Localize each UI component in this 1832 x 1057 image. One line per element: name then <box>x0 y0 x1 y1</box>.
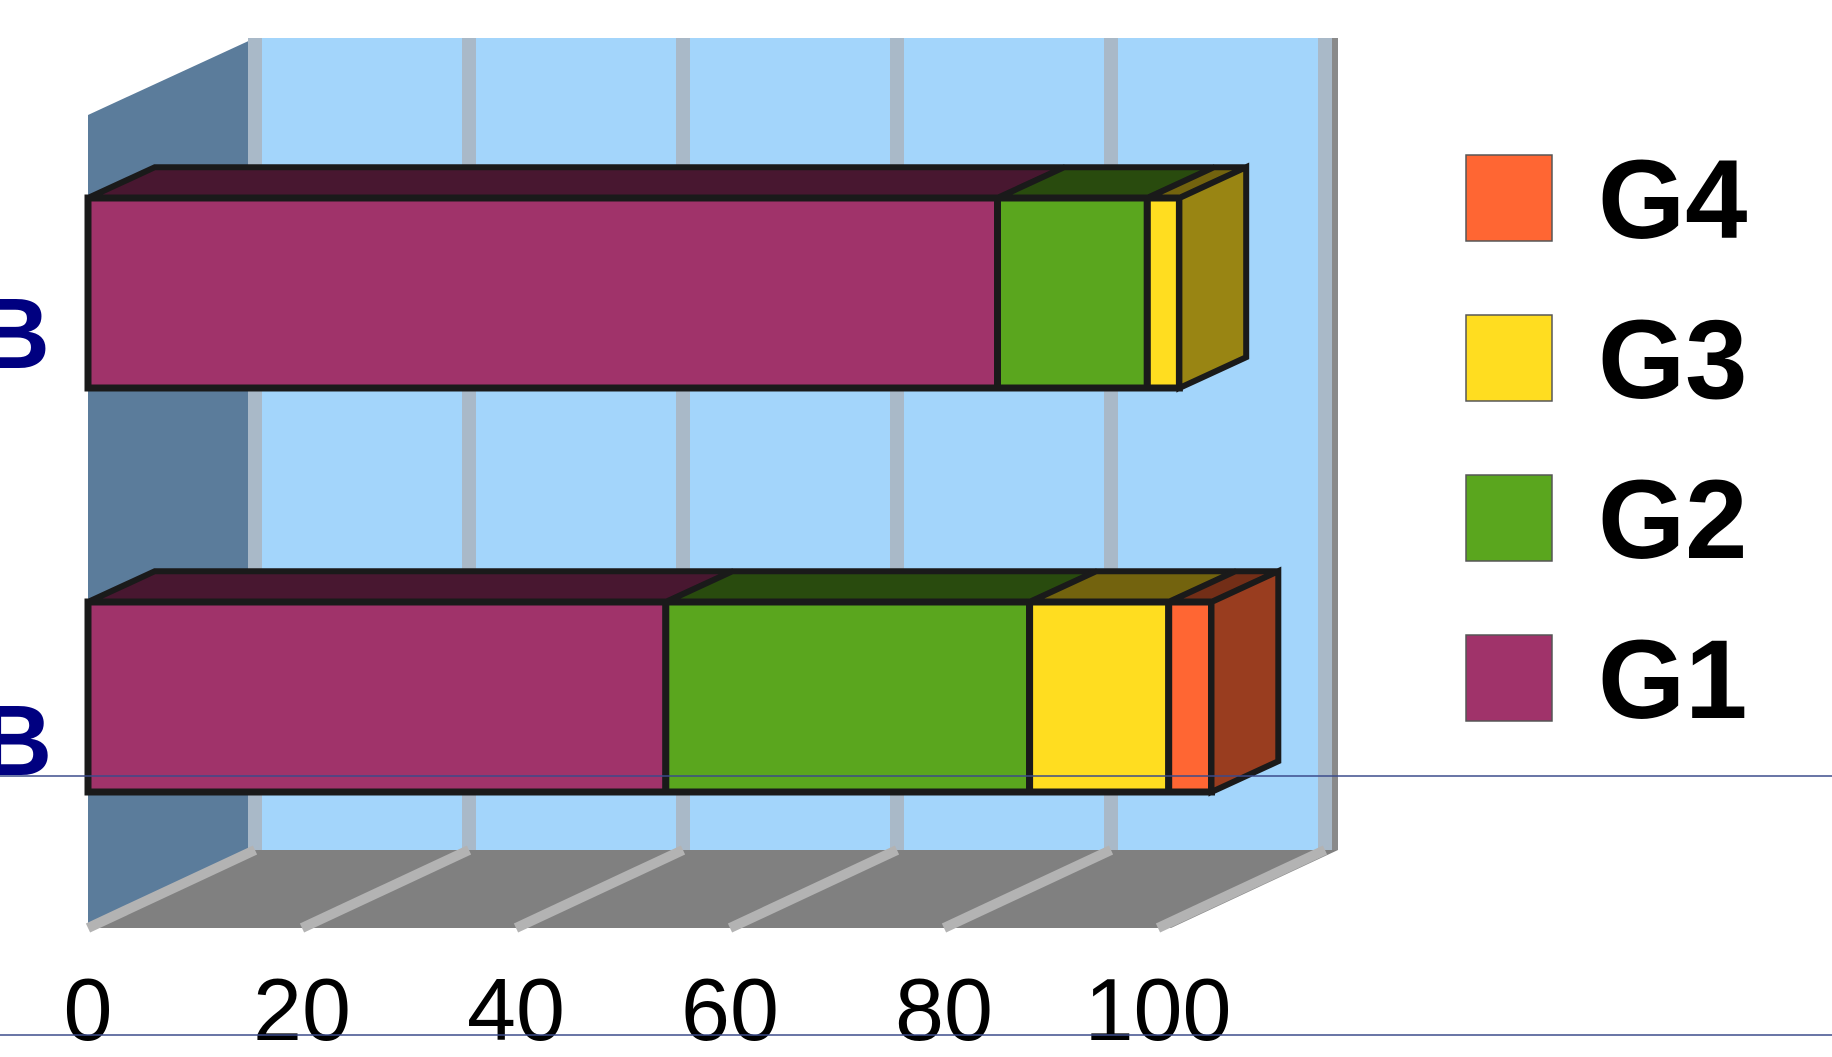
category-label-ib: IB <box>0 278 50 390</box>
floor-grid-line <box>299 845 472 933</box>
legend-label: G1 <box>1598 617 1747 742</box>
bar-top-face <box>664 568 1098 605</box>
x-tick-label: 100 <box>1085 960 1232 1057</box>
floor-grid-line <box>85 845 258 933</box>
floor <box>88 850 1338 928</box>
bar-top-face <box>86 164 1066 201</box>
bar-g4-b <box>1165 568 1280 796</box>
bar-front-face <box>994 194 1151 392</box>
legend-item-g1: G1 <box>1465 617 1747 742</box>
legend-swatch <box>1465 634 1553 722</box>
legend-label: G3 <box>1598 297 1747 422</box>
legend: G4 G3 G2 G1 <box>1465 137 1747 742</box>
bar-front-face <box>1165 598 1215 796</box>
bar-end-face <box>1208 566 1282 797</box>
legend-item-g4: G4 <box>1465 137 1747 262</box>
legend-swatch <box>1465 314 1553 402</box>
bar-g1-b <box>84 568 734 796</box>
bar-end-face <box>1176 162 1250 393</box>
legend-label: G4 <box>1598 137 1747 262</box>
x-tick-label: 0 <box>64 960 113 1057</box>
floor-grid-line <box>1155 845 1328 933</box>
bar-front-face <box>1143 194 1183 392</box>
bar-front-face <box>662 598 1034 796</box>
legend-item-g2: G2 <box>1465 457 1747 582</box>
legend-item-g3: G3 <box>1465 297 1747 422</box>
x-tick-label: 40 <box>467 960 565 1057</box>
x-tick-label: 80 <box>895 960 993 1057</box>
bar-front-face <box>84 194 1001 392</box>
legend-swatch <box>1465 154 1553 242</box>
bar-front-face <box>1026 598 1173 796</box>
floor-grid-line <box>727 845 900 933</box>
bar-g2-ib <box>994 164 1216 392</box>
legend-swatch <box>1465 474 1553 562</box>
bar-g1-ib <box>84 164 1066 392</box>
y-axis-category-labels: IB B <box>0 278 52 797</box>
category-label-b: B <box>0 685 52 797</box>
bar-front-face <box>84 598 670 796</box>
x-tick-label: 60 <box>681 960 779 1057</box>
floor-grid-line <box>513 845 686 933</box>
legend-label: G2 <box>1598 457 1747 582</box>
floor-grid-line <box>941 845 1114 933</box>
bars <box>84 162 1282 797</box>
bar-g3-ib <box>1143 164 1248 392</box>
x-axis-tick-labels: 0 20 40 60 80 100 <box>64 960 1232 1057</box>
x-tick-label: 20 <box>253 960 351 1057</box>
bar-top-face <box>86 568 734 605</box>
